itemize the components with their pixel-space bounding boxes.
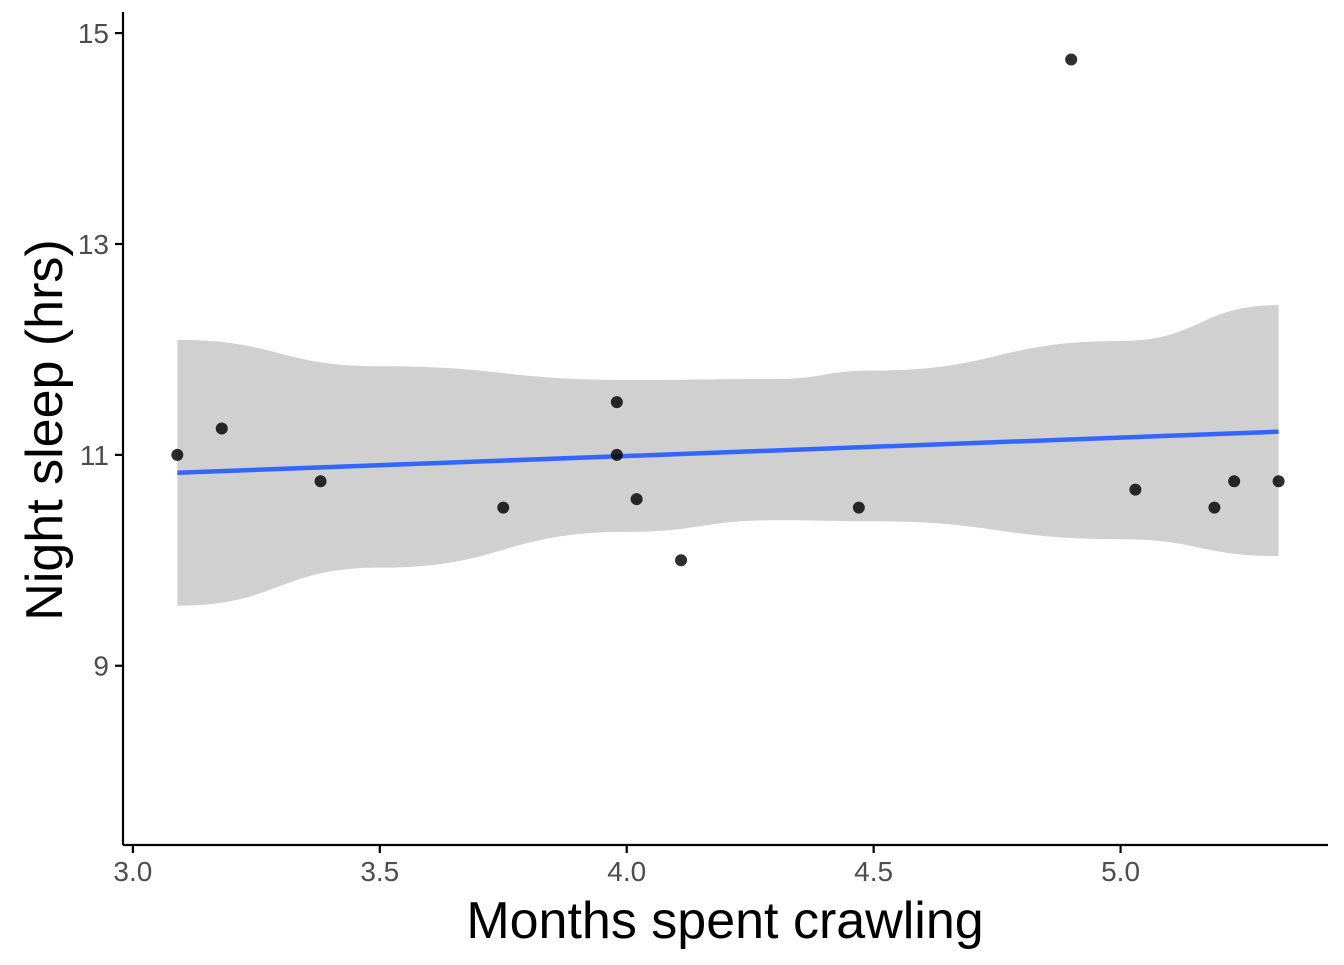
fit-line-layer — [177, 429, 1279, 476]
x-tick-label: 4.5 — [854, 856, 893, 887]
data-point — [1228, 475, 1241, 488]
y-tick-label: 9 — [93, 651, 109, 682]
data-point — [1065, 53, 1078, 66]
data-point — [1272, 475, 1285, 488]
data-point — [171, 448, 184, 461]
data-point — [610, 396, 623, 409]
y-tick-label: 13 — [78, 229, 109, 260]
x-tick-label: 3.0 — [113, 856, 152, 887]
data-point — [497, 501, 510, 514]
confidence-band-layer — [177, 305, 1279, 606]
data-point — [215, 422, 228, 435]
confidence-band — [177, 305, 1279, 606]
data-point — [314, 475, 327, 488]
y-axis-title: Night sleep (hrs) — [16, 239, 74, 620]
x-tick-label: 4.0 — [607, 856, 646, 887]
x-tick-label: 3.5 — [360, 856, 399, 887]
axes-layer: 3.0 3.5 4.0 4.5 5.0 9 11 13 15 — [78, 12, 1328, 887]
data-point — [630, 493, 643, 506]
data-point — [675, 554, 688, 567]
y-tick-label: 15 — [78, 18, 109, 49]
y-tick-label: 11 — [80, 440, 109, 471]
data-point — [610, 448, 623, 461]
data-point — [1208, 501, 1221, 514]
x-tick-label: 5.0 — [1101, 856, 1140, 887]
fit-line — [177, 429, 1279, 476]
data-point — [852, 501, 865, 514]
data-point — [1129, 483, 1142, 496]
x-axis-title: Months spent crawling — [466, 892, 983, 950]
points-layer — [171, 53, 1285, 567]
